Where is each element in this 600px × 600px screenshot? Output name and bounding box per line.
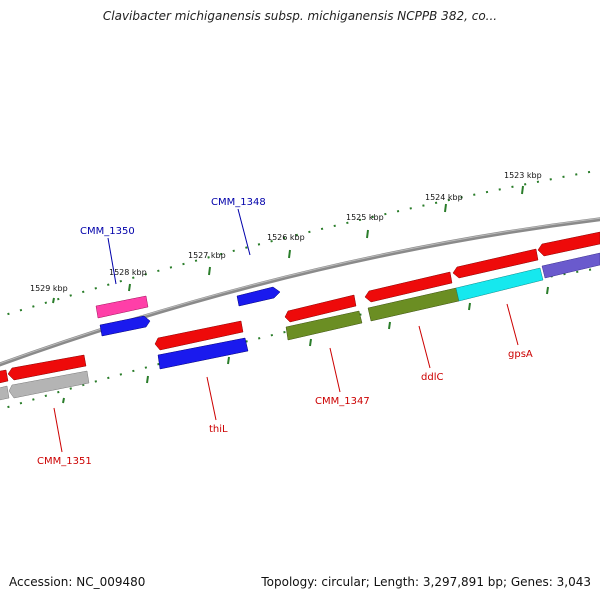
- feature-cog-cyan[interactable]: [455, 267, 544, 302]
- feature-cds-red[interactable]: [0, 369, 9, 384]
- feature-cds-red[interactable]: [284, 294, 357, 323]
- feature-cds-red[interactable]: [154, 320, 244, 351]
- inner-scale-dots: [0, 267, 600, 411]
- gene-label-gpsa[interactable]: gpsA: [508, 349, 533, 360]
- scale-label: 1525 kbp: [346, 213, 384, 222]
- gene-label-cmm-1347[interactable]: CMM_1347: [315, 396, 370, 407]
- connector-cmm-1347: [329, 347, 341, 393]
- scale-label: 1529 kbp: [30, 284, 68, 293]
- feature-cds-red[interactable]: [452, 248, 539, 279]
- connector-cmm-1350: [107, 237, 117, 285]
- feature-cds-red[interactable]: [364, 271, 453, 303]
- label-connectors: [53, 208, 519, 453]
- scale-label: 1524 kbp: [425, 193, 463, 202]
- gene-label-cmm-1350[interactable]: CMM_1350: [80, 226, 135, 237]
- gene-label-cmm-1351[interactable]: CMM_1351: [37, 456, 92, 467]
- genome-summary-text: Topology: circular; Length: 3,297,891 bp…: [261, 575, 591, 589]
- feature-cog-blue[interactable]: [157, 337, 249, 370]
- outer-major-ticks: [52, 185, 524, 304]
- feature-cmm-1350-blue[interactable]: [99, 315, 151, 337]
- accession-text: Accession: NC_009480: [9, 575, 146, 589]
- feature-cog-grey[interactable]: [8, 370, 90, 399]
- scale-label: 1523 kbp: [504, 171, 542, 180]
- map-title: Clavibacter michiganensis subsp. michiga…: [102, 9, 498, 23]
- scale-label: 1528 kbp: [109, 268, 147, 277]
- scale-label: 1527 kbp: [188, 251, 226, 260]
- connector-cmm-1351: [53, 407, 63, 453]
- feature-cds-red[interactable]: [7, 354, 87, 381]
- feature-cds-red[interactable]: [537, 231, 600, 257]
- inner-major-ticks: [62, 286, 549, 404]
- outer-feature-track: [95, 286, 281, 337]
- gene-labels: CMM_1350 CMM_1348 CMM_1351 thiL CMM_1347…: [37, 197, 533, 467]
- connector-gpsa: [506, 303, 519, 346]
- feature-cog-olive[interactable]: [285, 310, 363, 341]
- connector-cmm-1348: [237, 208, 251, 256]
- outer-scale-dots: [0, 169, 600, 318]
- feature-cmm-1348-blue[interactable]: [236, 286, 281, 307]
- gene-label-cmm-1348[interactable]: CMM_1348: [211, 197, 266, 208]
- cog-track: [0, 252, 600, 401]
- feature-cmm-1350-pink[interactable]: [95, 295, 149, 319]
- feature-cog-slateblue[interactable]: [541, 252, 600, 279]
- cds-track: [0, 231, 600, 384]
- feature-cog-grey[interactable]: [0, 385, 10, 401]
- genome-backbone-highlight: [0, 217, 600, 364]
- gene-label-ddlc[interactable]: ddlC: [421, 372, 443, 383]
- scale-labels: 1529 kbp 1528 kbp 1527 kbp 1526 kbp 1525…: [30, 171, 542, 293]
- genome-backbone: [0, 217, 600, 367]
- connector-thil: [206, 376, 217, 421]
- gene-label-thil[interactable]: thiL: [209, 424, 228, 435]
- connector-ddlc: [418, 325, 431, 369]
- scale-label: 1526 kbp: [267, 233, 305, 242]
